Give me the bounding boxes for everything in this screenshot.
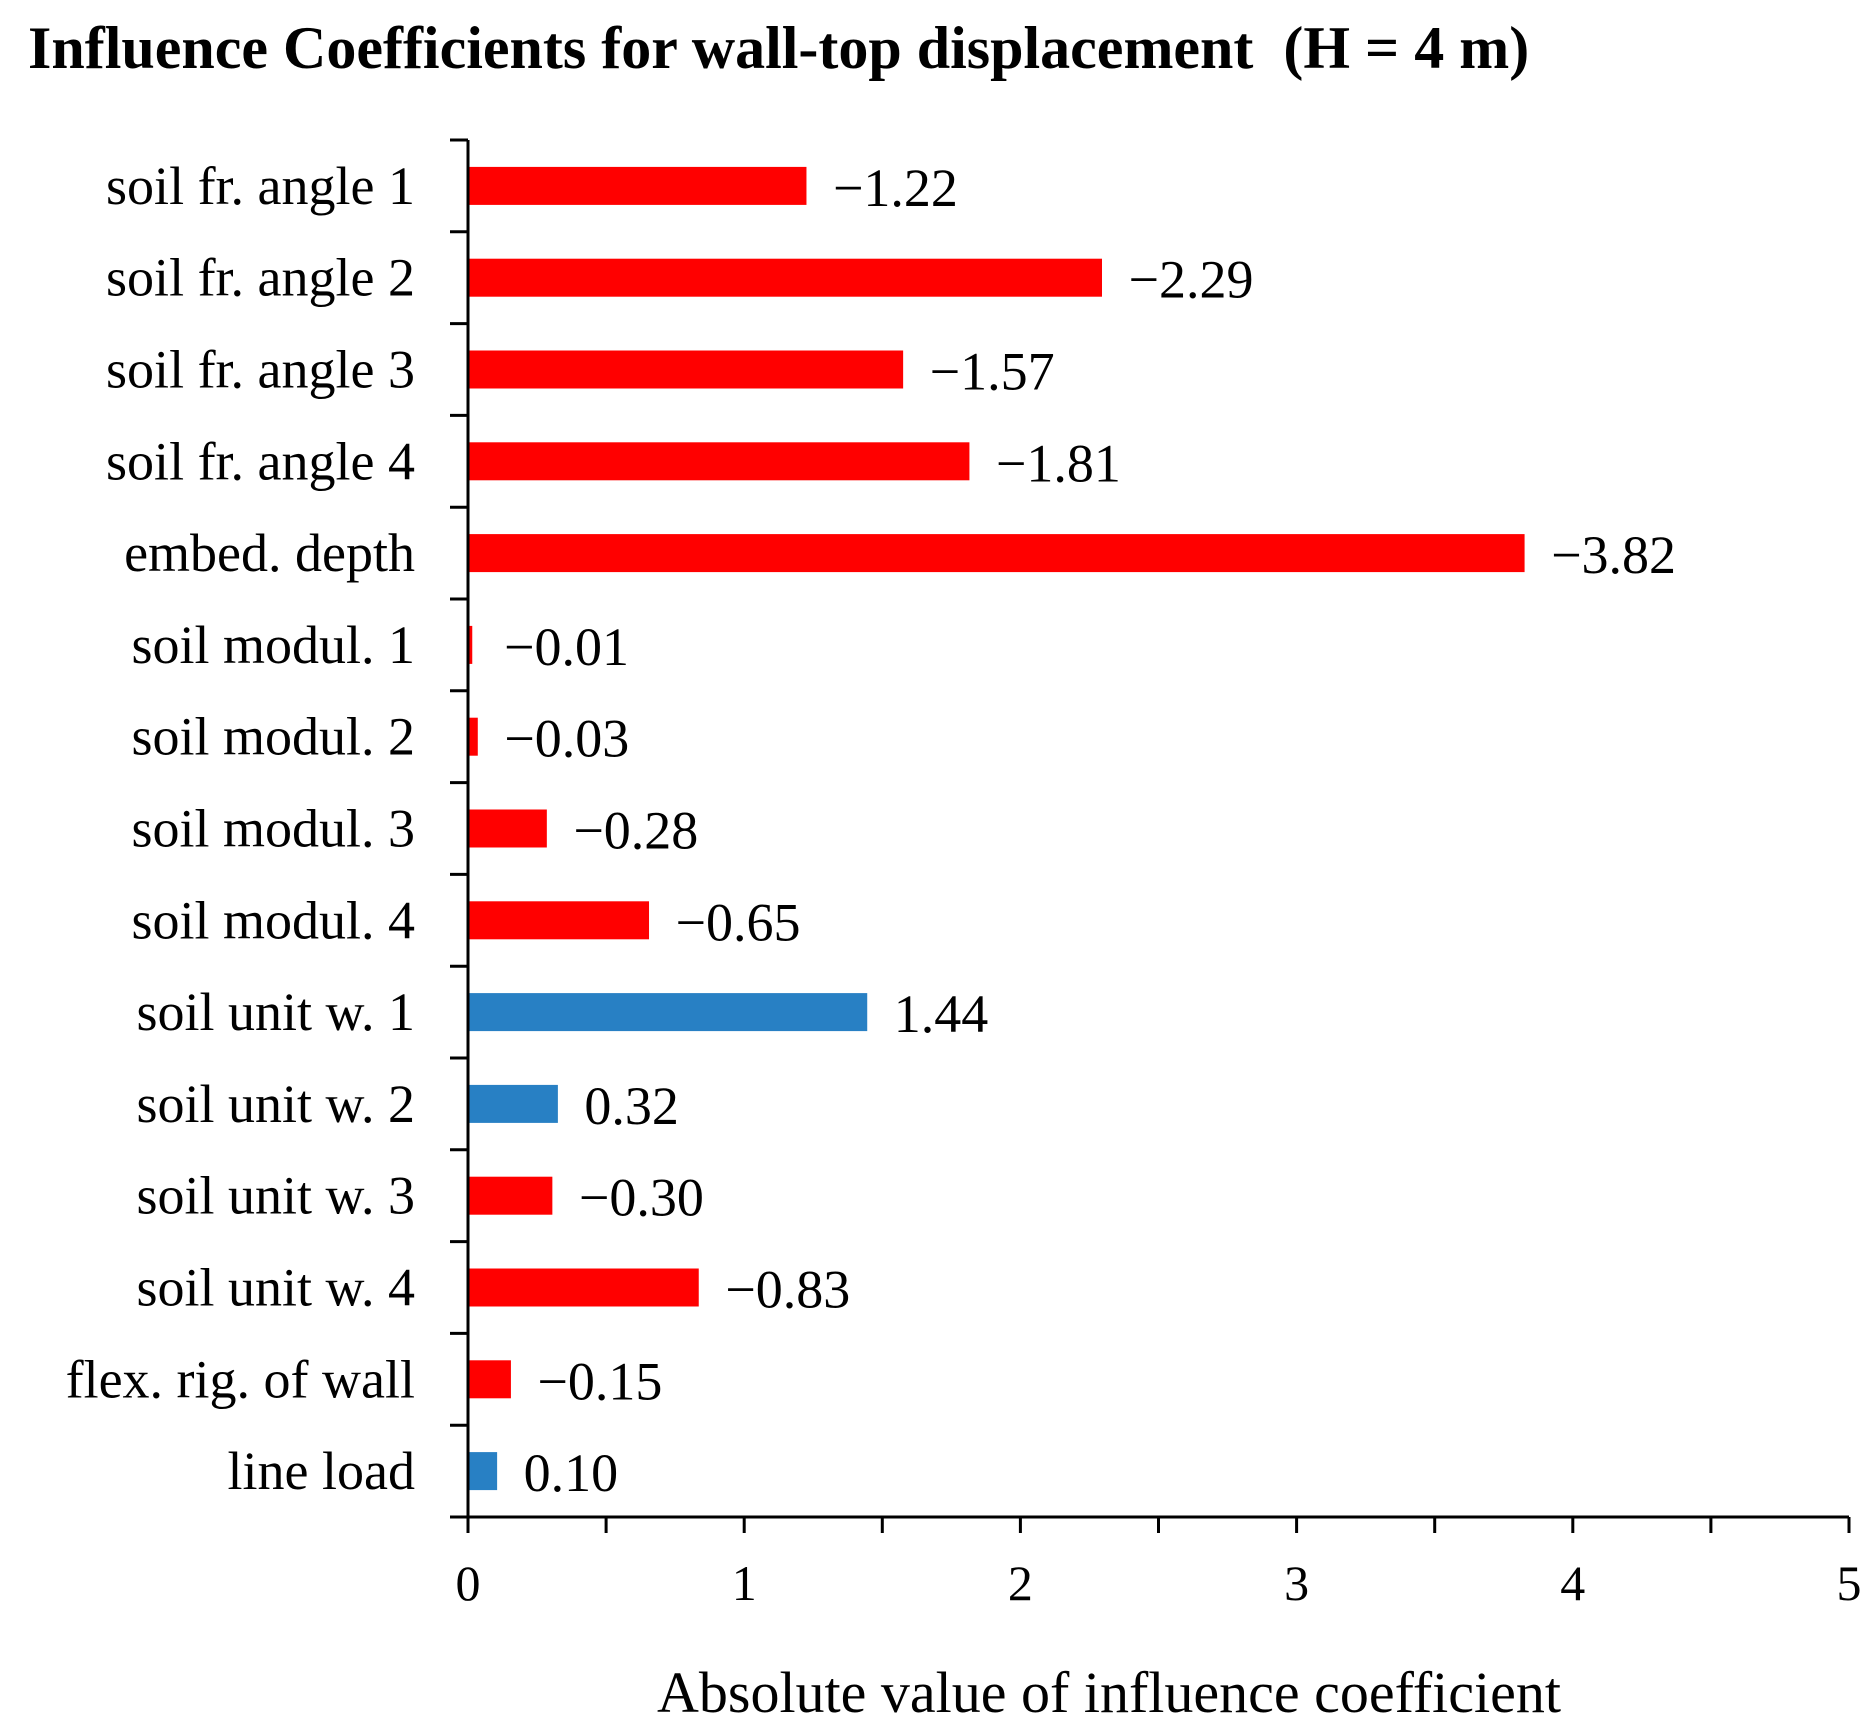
bar bbox=[469, 809, 547, 848]
x-axis-title: Absolute value of influence coefficient bbox=[657, 1660, 1561, 1725]
data-label: 0.32 bbox=[584, 1076, 679, 1136]
category-label: soil unit w. 2 bbox=[136, 1074, 415, 1134]
category-label: soil modul. 1 bbox=[131, 615, 415, 675]
category-label: soil fr. angle 4 bbox=[106, 431, 415, 491]
bar bbox=[469, 1452, 498, 1491]
bar bbox=[469, 717, 478, 756]
data-label: −0.30 bbox=[579, 1168, 704, 1228]
data-label: −1.22 bbox=[833, 158, 958, 218]
data-label: −0.15 bbox=[537, 1351, 662, 1411]
bar bbox=[469, 534, 1525, 573]
category-label: line load bbox=[228, 1441, 415, 1501]
data-label: −0.28 bbox=[573, 801, 698, 861]
category-label: soil modul. 4 bbox=[131, 890, 415, 950]
data-label: −2.29 bbox=[1128, 250, 1253, 310]
category-label: soil unit w. 3 bbox=[136, 1166, 415, 1226]
data-label: −1.81 bbox=[996, 433, 1121, 493]
bar bbox=[469, 625, 473, 664]
bar bbox=[469, 1084, 558, 1123]
data-label: −1.57 bbox=[930, 342, 1055, 402]
category-label: flex. rig. of wall bbox=[66, 1349, 415, 1409]
category-label: soil modul. 2 bbox=[131, 707, 415, 767]
x-tick-label: 0 bbox=[456, 1555, 481, 1611]
data-label: −0.03 bbox=[504, 709, 629, 769]
data-label: −0.65 bbox=[676, 892, 801, 952]
category-label: soil unit w. 4 bbox=[136, 1258, 415, 1318]
x-tick-label: 3 bbox=[1284, 1555, 1309, 1611]
bar bbox=[469, 442, 970, 481]
bar bbox=[469, 1268, 699, 1307]
bar bbox=[469, 1176, 553, 1215]
chart-title: Influence Coefficients for wall-top disp… bbox=[28, 15, 1529, 81]
category-label: soil fr. angle 2 bbox=[106, 248, 415, 308]
bar bbox=[469, 993, 868, 1032]
bar bbox=[469, 350, 904, 389]
x-tick-label: 2 bbox=[1008, 1555, 1033, 1611]
category-label: soil fr. angle 1 bbox=[106, 156, 415, 216]
x-tick-label: 5 bbox=[1837, 1555, 1862, 1611]
data-label: −0.01 bbox=[504, 617, 629, 677]
data-label: 1.44 bbox=[894, 984, 989, 1044]
bar bbox=[469, 1360, 511, 1399]
category-label: embed. depth bbox=[124, 523, 415, 583]
bar bbox=[469, 166, 807, 205]
bar bbox=[469, 258, 1102, 297]
category-label: soil modul. 3 bbox=[131, 799, 415, 859]
x-tick-label: 1 bbox=[732, 1555, 757, 1611]
bar bbox=[469, 901, 650, 940]
category-label: soil fr. angle 3 bbox=[106, 340, 415, 400]
category-label: soil unit w. 1 bbox=[136, 982, 415, 1042]
data-label: 0.10 bbox=[524, 1443, 619, 1503]
x-tick-label: 4 bbox=[1560, 1555, 1585, 1611]
data-label: −0.83 bbox=[725, 1260, 850, 1320]
data-label: −3.82 bbox=[1551, 525, 1676, 585]
